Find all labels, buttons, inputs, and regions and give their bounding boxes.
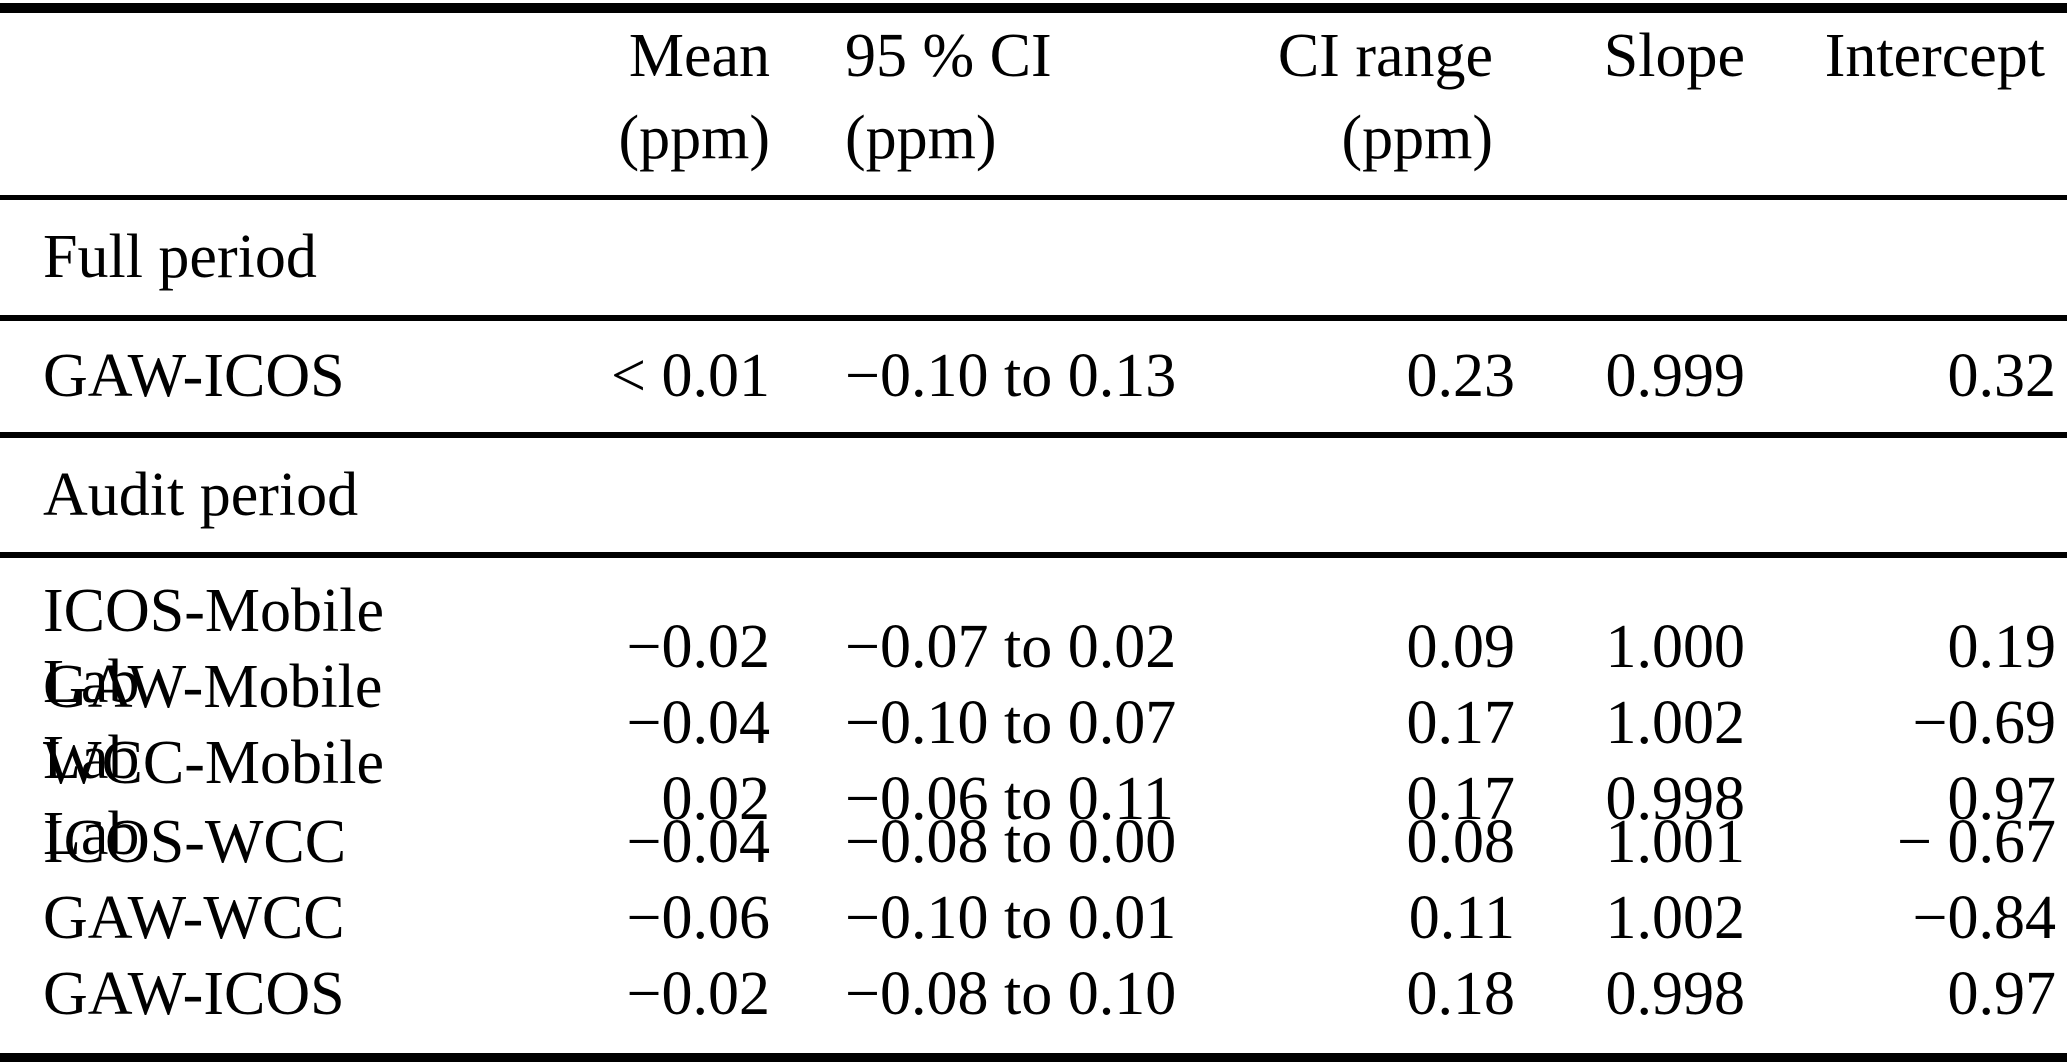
column-header-ci: 95 % CI [845, 21, 1052, 90]
table-row: GAW-Mobile Lab −0.04 −0.10 to 0.07 0.17 … [0, 652, 2067, 792]
cell-ci: −0.07 to 0.02 [845, 612, 1177, 681]
row-label: ICOS-Mobile Lab [43, 577, 384, 716]
cell-mean: −0.02 [626, 612, 770, 681]
table-header-line-2: (ppm) (ppm) (ppm) [0, 97, 2067, 179]
column-header-slope: Slope [1603, 21, 1745, 90]
cell-intercept: 0.97 [1947, 764, 2057, 833]
cell-mean: −0.04 [626, 807, 770, 876]
cell-slope: 0.998 [1605, 764, 1746, 833]
column-header-ci-range-unit: (ppm) [1341, 103, 1493, 172]
cell-ci: −0.10 to 0.07 [845, 688, 1177, 757]
cell-slope: 1.002 [1605, 688, 1746, 757]
cell-intercept: −0.69 [1912, 688, 2056, 757]
row-label: GAW-ICOS [43, 342, 345, 410]
section-title-audit-period: Audit period [0, 438, 2067, 552]
cell-ci-range: 0.09 [1406, 612, 1516, 681]
column-header-mean: Mean [628, 21, 770, 90]
column-header-mean-unit: (ppm) [618, 103, 770, 172]
row-label: ICOS-WCC [43, 807, 347, 876]
cell-ci-range: 0.17 [1406, 764, 1516, 833]
table-row: GAW-ICOS −0.02 −0.08 to 0.10 0.18 0.998 … [0, 956, 2067, 1032]
cell-slope: 1.002 [1605, 883, 1746, 952]
row-label: WCC-Mobile Lab [43, 729, 384, 868]
cell-ci: −0.08 to 0.10 [845, 959, 1177, 1028]
row-label: GAW-Mobile Lab [43, 653, 383, 792]
row-label: GAW-ICOS [43, 959, 345, 1028]
cell-ci-range: 0.17 [1406, 688, 1516, 757]
table-rule-top [0, 3, 2067, 13]
audit-period-rows: ICOS-Mobile Lab −0.02 −0.07 to 0.02 0.09… [0, 558, 2067, 1053]
cell-ci-range: 0.11 [1408, 883, 1515, 952]
table-rule-below-full-period-title [0, 315, 2067, 321]
cell-ci: −0.08 to 0.00 [845, 807, 1177, 876]
cell-intercept: − 0.67 [1897, 807, 2056, 876]
cell-slope: 1.001 [1605, 807, 1746, 876]
table-row: ICOS-Mobile Lab −0.02 −0.07 to 0.02 0.09… [0, 576, 2067, 716]
cell-intercept: 0.32 [1947, 342, 2057, 410]
cell-slope: 0.999 [1605, 342, 1746, 410]
table-header: Mean 95 % CI CI range Slope Intercept (p… [0, 13, 2067, 195]
cell-ci: −0.10 to 0.01 [845, 883, 1177, 952]
cell-ci: −0.06 to 0.11 [845, 764, 1174, 833]
section-title-text: Audit period [43, 460, 359, 529]
cell-mean: −0.06 [626, 883, 770, 952]
cell-slope: 0.998 [1605, 959, 1746, 1028]
table-row: GAW-ICOS < 0.01 −0.10 to 0.13 0.23 0.999… [0, 321, 2067, 432]
cell-mean: −0.02 [626, 959, 770, 1028]
cell-intercept: 0.19 [1947, 612, 2057, 681]
cell-ci-range: 0.18 [1406, 959, 1516, 1028]
table-row: ICOS-WCC −0.04 −0.08 to 0.00 0.08 1.001 … [0, 804, 2067, 880]
table-row: GAW-WCC −0.06 −0.10 to 0.01 0.11 1.002 −… [0, 880, 2067, 956]
cell-ci-range: 0.23 [1406, 342, 1516, 410]
cell-intercept: −0.84 [1912, 883, 2056, 952]
column-header-ci-unit: (ppm) [845, 103, 997, 172]
column-header-ci-range: CI range [1277, 21, 1493, 90]
table-rule-below-audit-period-title [0, 552, 2067, 558]
cell-mean: −0.04 [626, 688, 770, 757]
section-title-full-period: Full period [0, 200, 2067, 315]
cell-intercept: 0.97 [1947, 959, 2057, 1028]
cell-ci: −0.10 to 0.13 [845, 342, 1177, 410]
cell-ci-range: 0.08 [1406, 807, 1516, 876]
table-header-line-1: Mean 95 % CI CI range Slope Intercept [0, 15, 2067, 97]
cell-mean: 0.02 [661, 764, 771, 833]
cell-mean: < 0.01 [611, 342, 770, 410]
column-header-intercept: Intercept [1824, 21, 2045, 90]
section-title-text: Full period [43, 223, 317, 291]
row-label: GAW-WCC [43, 883, 345, 952]
table-row: WCC-Mobile Lab 0.02 −0.06 to 0.11 0.17 0… [0, 728, 2067, 868]
table-rule-bottom [0, 1053, 2067, 1062]
cell-slope: 1.000 [1605, 612, 1746, 681]
table-rule-below-full-period-row [0, 432, 2067, 438]
table-rule-below-header [0, 195, 2067, 200]
